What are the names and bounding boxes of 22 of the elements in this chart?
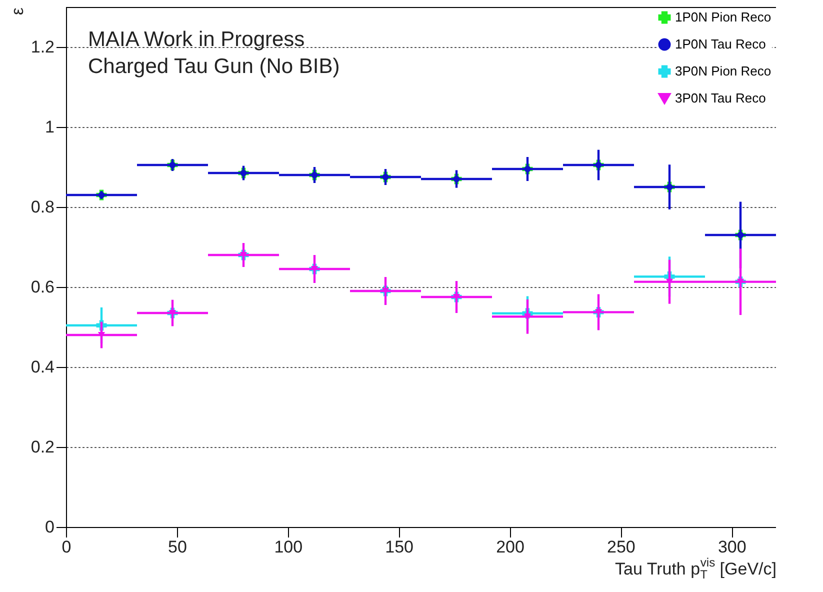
legend-label: 1P0N Tau Reco [675, 36, 766, 52]
x-tick-label: 300 [718, 538, 746, 556]
y-tick-label: 0.8 [30, 198, 54, 216]
x-tick-label: 150 [385, 538, 414, 556]
y-tick-label: 1 [45, 118, 54, 136]
legend-label: 3P0N Tau Reco [675, 90, 766, 106]
y-tick-label: 0.6 [30, 278, 54, 296]
legend-label: 1P0N Pion Reco [675, 10, 772, 24]
x-tick-label: 250 [607, 538, 636, 556]
y-tick-label: 0 [45, 518, 54, 536]
x-axis-title: Tau Truth p$_{T}$$^{vis}$ [GeV/c] [615, 555, 776, 582]
y-tick-label: 0.4 [30, 358, 54, 376]
x-tick-label: 0 [62, 538, 72, 556]
y-tick-label: 1.2 [30, 38, 54, 56]
x-tick-label: 200 [496, 538, 524, 556]
x-tick-label: 100 [274, 538, 303, 556]
x-tick-label: 50 [168, 538, 187, 556]
y-axis-title: ε [8, 7, 27, 16]
legend-label: 3P0N Pion Reco [675, 64, 772, 78]
annotation: MAIA Work in Progress [88, 28, 305, 51]
annotation: Charged Tau Gun (No BIB) [88, 55, 340, 78]
y-tick-label: 0.2 [30, 438, 54, 456]
